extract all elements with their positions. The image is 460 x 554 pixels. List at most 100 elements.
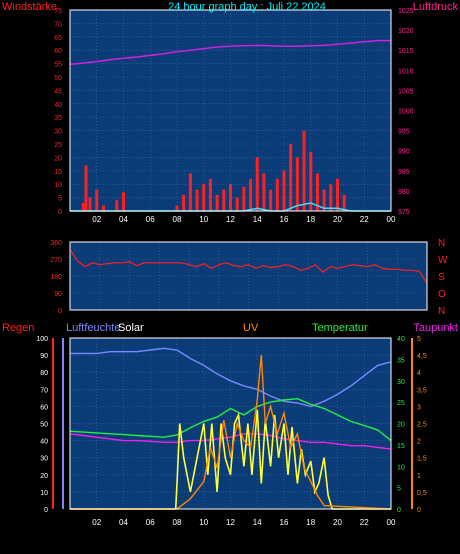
wind-speed-bar: [249, 178, 253, 211]
humidity-tick-label: 90: [40, 353, 48, 360]
wind-pressure-frame: [69, 9, 392, 212]
pressure-tick-label: 1025: [398, 8, 414, 15]
dewpoint-tick-label: 4: [417, 370, 421, 377]
time-bottom-tick-label: 08: [173, 518, 182, 527]
pressure-tick-label: 1020: [398, 28, 414, 35]
wind-speed-tick-label: 35: [54, 115, 62, 122]
dewpoint-tick-label: 3,5: [417, 387, 427, 394]
graph-title: 24 hour graph day : Juli 22 2024: [168, 1, 326, 13]
wind-speed-bar: [84, 165, 88, 211]
wind-speed-bar: [215, 194, 219, 211]
wind-speed-tick-label: 15: [54, 169, 62, 176]
time-top-tick-label: 02: [92, 215, 101, 224]
climate-grid: [70, 338, 392, 509]
wind-speed-bar: [88, 197, 92, 211]
wind-direction-axis: 360 270 180 90 0: [50, 240, 62, 315]
rain-label: Regen: [2, 322, 34, 334]
wind-speed-bar: [255, 157, 259, 211]
dewpoint-axis: 5 4,5 4 3,5 3 2,5 2 1,5 1 0,5 0: [417, 336, 427, 514]
humidity-tick-label: 50: [40, 422, 48, 429]
wind-speed-tick-label: 60: [54, 48, 62, 55]
temperature-line: [69, 397, 392, 442]
wind-speed-bar: [229, 184, 232, 211]
wind-speed-bar: [101, 205, 105, 211]
time-bottom-tick-label: 06: [146, 518, 155, 527]
wind-speed-bar: [295, 157, 299, 211]
time-top-tick-label: 22: [360, 215, 369, 224]
wind-speed-bar: [235, 197, 239, 211]
time-bottom-tick-label: 16: [280, 518, 289, 527]
temperature-tick-label: 40: [397, 336, 405, 343]
wind-speed-bar: [195, 189, 199, 211]
wind-direction-tick-label: 90: [54, 291, 62, 298]
humidity-tick-label: 60: [40, 404, 48, 411]
time-top-tick-label: 18: [306, 215, 315, 224]
wind-speed-bar: [222, 189, 226, 211]
wind-speed-tick-label: 20: [54, 155, 62, 162]
humidity-tick-label: 70: [40, 387, 48, 394]
humidity-tick-label: 0: [44, 507, 48, 514]
climate-series: [69, 347, 392, 510]
time-bottom-tick-label: 18: [306, 518, 315, 527]
wind-speed-bar: [175, 205, 179, 211]
dewpoint-line: [69, 433, 392, 450]
pressure-tick-label: 975: [398, 209, 410, 216]
pressure-tick-label: 1000: [398, 109, 414, 116]
compass-label: O: [438, 289, 446, 300]
humidity-tick-label: 30: [40, 456, 48, 463]
dewpoint-tick-label: 5: [417, 336, 421, 343]
wind-direction-series: [69, 249, 428, 284]
time-top-tick-label: 00: [387, 215, 396, 224]
compass-label: W: [438, 255, 448, 266]
pressure-axis-label: Luftdruck: [413, 1, 459, 13]
wind-speed-bar: [122, 192, 125, 211]
wind-speed-bar: [309, 152, 313, 211]
time-top-tick-label: 20: [333, 215, 342, 224]
wind-speed-bar: [202, 184, 206, 211]
wind-speed-bar: [322, 189, 326, 211]
time-bottom-tick-label: 04: [119, 518, 128, 527]
wind-speed-tick-label: 45: [54, 88, 62, 95]
wind-speed-tick-label: 40: [54, 102, 62, 109]
temperature-tick-label: 10: [397, 464, 405, 471]
pressure-tick-label: 1015: [398, 48, 414, 55]
temperature-tick-label: 25: [397, 400, 405, 407]
dewpoint-tick-label: 0,5: [417, 490, 427, 497]
time-bottom-tick-label: 02: [92, 518, 101, 527]
time-bottom-tick-label: 10: [199, 518, 208, 527]
solar-line: [70, 409, 391, 510]
dewpoint-label: Taupunkt: [413, 322, 458, 334]
wind-direction-tick-label: 270: [50, 257, 62, 264]
wind-speed-bar: [269, 189, 273, 211]
temperature-tick-label: 30: [397, 379, 405, 386]
temperature-axis: 40 35 30 25 20 15 10 5 0: [397, 336, 405, 514]
wind-speed-tick-label: 50: [54, 75, 62, 82]
wind-speed-bar: [282, 170, 286, 211]
compass-label: S: [438, 272, 445, 283]
time-axis-top: 02 04 06 08 10 12 14 16 18 20 22 00: [92, 215, 396, 224]
temperature-tick-label: 35: [397, 357, 405, 364]
dewpoint-tick-label: 2: [417, 439, 421, 446]
wind-speed-bar: [95, 189, 99, 211]
wind-speed-bar: [188, 173, 192, 211]
wind-speed-bar: [336, 178, 339, 211]
temperature-label: Temperatur: [312, 322, 368, 334]
wind-speed-bar: [81, 202, 85, 211]
time-top-tick-label: 06: [146, 215, 155, 224]
wind-speed-bar: [242, 186, 246, 211]
wind-direction-tick-label: 360: [50, 240, 62, 247]
wind-speed-bar: [289, 144, 293, 211]
wind-speed-tick-label: 65: [54, 35, 62, 42]
humidity-label: Luftfeuchte: [66, 322, 120, 334]
wind-pressure-series: [69, 39, 391, 212]
humidity-tick-label: 20: [40, 473, 48, 480]
climate-axis-bars: [52, 338, 413, 509]
uv-label: UV: [243, 322, 259, 334]
wind-speed-tick-label: 30: [54, 129, 62, 136]
wind-speed-tick-label: 70: [54, 21, 62, 28]
compass-label: N: [438, 306, 445, 317]
time-top-tick-label: 08: [173, 215, 182, 224]
